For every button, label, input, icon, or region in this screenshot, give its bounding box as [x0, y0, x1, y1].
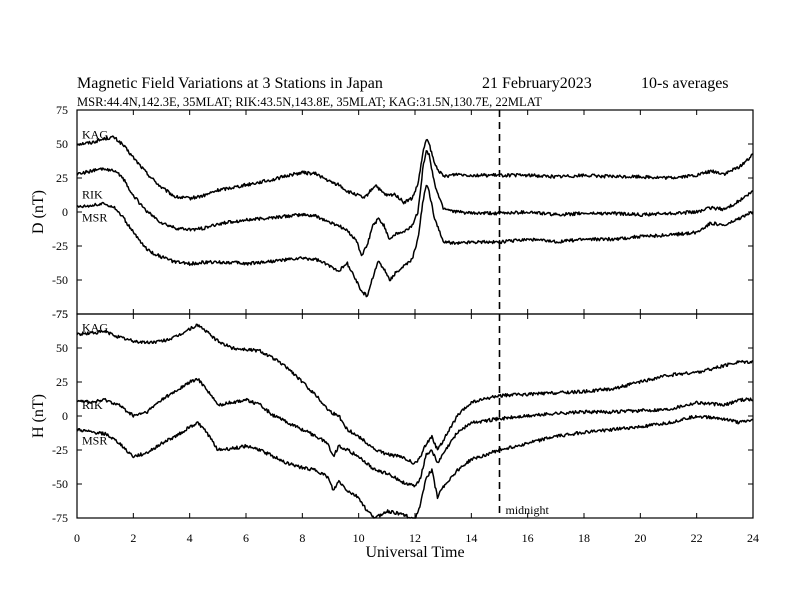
y-tick-label: -50	[52, 273, 68, 287]
y-tick-label: -75	[52, 511, 68, 525]
y-tick-label: -50	[52, 477, 68, 491]
series-line-msr	[76, 184, 754, 298]
chart-averaging: 10-s averages	[641, 75, 729, 92]
y-tick-label: -25	[52, 443, 68, 457]
station-label-kag: KAG	[82, 321, 108, 335]
y-tick-label: 75	[56, 307, 68, 321]
x-tick-label: 2	[130, 531, 136, 545]
x-tick-label: 10	[353, 531, 365, 545]
y-tick-label: 25	[56, 171, 68, 185]
station-label-rik: RIK	[82, 398, 103, 412]
panel-frame	[76, 313, 754, 519]
station-label-msr: MSR	[82, 210, 107, 224]
series-line-rik	[76, 377, 754, 488]
d-component-panel: 75 50 25 0 -25 -50 -75 KAG RIK MSR	[52, 103, 754, 321]
h-axis-label: H (nT)	[30, 394, 47, 438]
y-tick-label: 0	[62, 205, 68, 219]
x-tick-label: 6	[243, 531, 249, 545]
panel-frame	[76, 109, 754, 315]
x-tick-label: 14	[465, 531, 477, 545]
x-tick-label: 12	[409, 531, 421, 545]
d-axis-label: D (nT)	[30, 190, 47, 234]
y-tick-label: -75	[52, 307, 68, 321]
x-axis-label: Universal Time	[365, 544, 464, 561]
series-line-kag	[76, 135, 754, 205]
series-line-msr	[76, 414, 754, 519]
x-tick-label: 0	[74, 531, 80, 545]
station-label-msr: MSR	[82, 433, 107, 447]
y-tick-label: -25	[52, 239, 68, 253]
y-tick-label: 50	[56, 341, 68, 355]
station-label-kag: KAG	[82, 127, 108, 141]
x-tick-label: 22	[691, 531, 703, 545]
x-tick-label: 8	[299, 531, 305, 545]
station-label-rik: RIK	[82, 187, 103, 201]
x-tick-label: 18	[578, 531, 590, 545]
x-tick-label: 24	[747, 531, 759, 545]
chart-title: Magnetic Field Variations at 3 Stations …	[77, 75, 383, 92]
x-tick-label: 4	[187, 531, 193, 545]
chart-date: 21 February2023	[482, 75, 592, 92]
midnight-label: midnight	[506, 503, 550, 517]
stations-coordinates: MSR:44.4N,142.3E, 35MLAT; RIK:43.5N,143.…	[77, 95, 542, 109]
x-tick-label: 16	[522, 531, 534, 545]
y-tick-label: 50	[56, 137, 68, 151]
y-tick-label: 75	[56, 103, 68, 117]
y-tick-label: 25	[56, 375, 68, 389]
series-line-kag	[76, 323, 754, 465]
y-tick-label: 0	[62, 409, 68, 423]
x-tick-label: 20	[634, 531, 646, 545]
series-line-rik	[76, 150, 754, 257]
